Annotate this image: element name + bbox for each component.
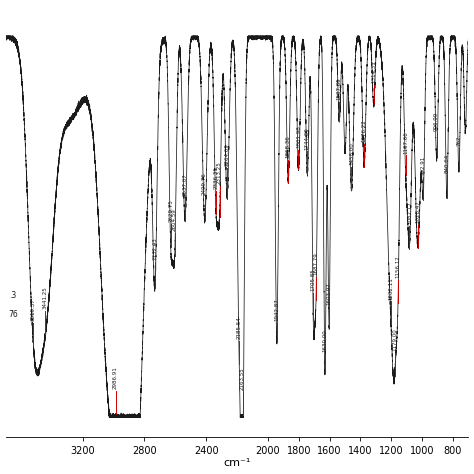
Text: 992.91: 992.91 xyxy=(421,155,426,175)
Text: 2336.31: 2336.31 xyxy=(213,166,219,189)
Text: 2264.69: 2264.69 xyxy=(225,144,229,166)
Text: 2986.91: 2986.91 xyxy=(113,366,118,389)
Text: 1744.39: 1744.39 xyxy=(305,127,310,150)
Text: 76: 76 xyxy=(9,310,18,319)
Text: 2629.75: 2629.75 xyxy=(168,199,173,222)
Text: 1314.31: 1314.31 xyxy=(371,61,376,83)
Text: 2604.59: 2604.59 xyxy=(172,209,177,231)
Text: 1028.47: 1028.47 xyxy=(415,201,420,223)
Text: 1179.00: 1179.00 xyxy=(392,328,397,351)
Text: 2732.43: 2732.43 xyxy=(152,237,157,260)
Text: .3: .3 xyxy=(9,291,16,300)
Text: 1630.00: 1630.00 xyxy=(322,329,328,352)
Text: 762.: 762. xyxy=(456,134,461,146)
Text: 1687.79: 1687.79 xyxy=(313,253,319,275)
Text: 2313.25: 2313.25 xyxy=(217,161,222,184)
Text: 1202.11: 1202.11 xyxy=(389,277,393,300)
Text: 1868.36: 1868.36 xyxy=(286,136,291,158)
Text: 3519.57: 3519.57 xyxy=(31,298,36,321)
Text: 840.64: 840.64 xyxy=(444,154,449,173)
Text: 3441.25: 3441.25 xyxy=(43,286,48,309)
Text: 1458.00: 1458.00 xyxy=(349,142,354,165)
Text: 1156.12: 1156.12 xyxy=(396,255,401,278)
Text: 2409.76: 2409.76 xyxy=(202,172,207,195)
Text: 1376.22: 1376.22 xyxy=(362,119,366,142)
Text: 2537.07: 2537.07 xyxy=(182,173,188,196)
X-axis label: cm⁻¹: cm⁻¹ xyxy=(223,458,251,468)
Text: 1537.85: 1537.85 xyxy=(337,77,342,100)
Text: 1082.17: 1082.17 xyxy=(407,201,412,224)
Text: 2163.55: 2163.55 xyxy=(240,367,245,390)
Text: 1942.87: 1942.87 xyxy=(274,298,279,321)
Text: 1705.85: 1705.85 xyxy=(311,268,316,291)
Text: 1107.66: 1107.66 xyxy=(403,131,408,154)
Text: 906.99: 906.99 xyxy=(434,112,439,131)
Text: 1603.97: 1603.97 xyxy=(327,282,331,305)
Text: 2185.54: 2185.54 xyxy=(237,317,242,339)
Text: 1801.98: 1801.98 xyxy=(296,126,301,148)
